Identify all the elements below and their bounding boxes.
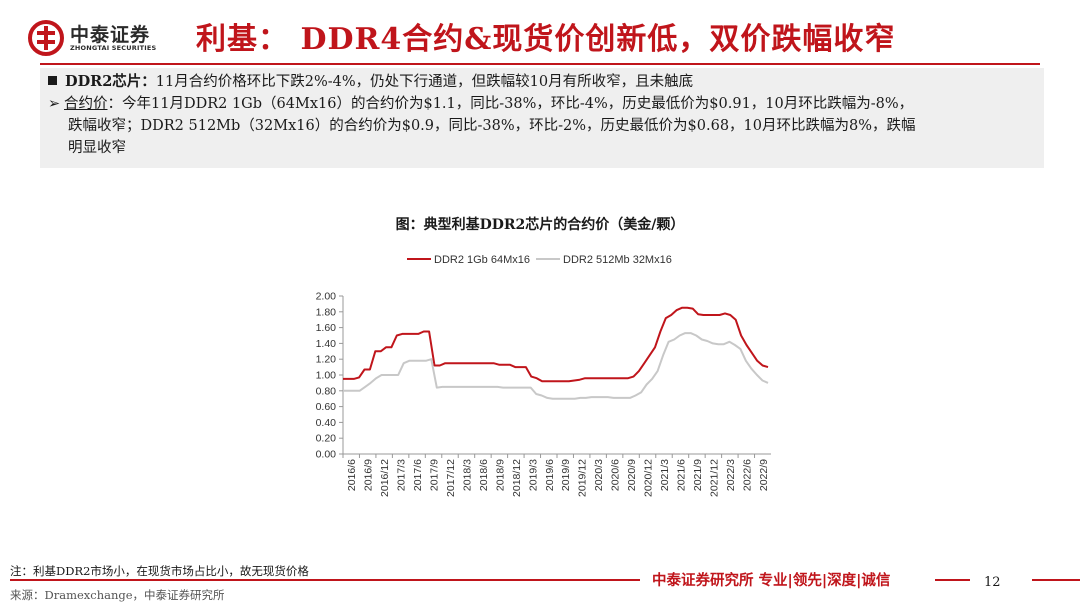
page-number: 12 — [984, 575, 1001, 590]
x-tick-label: 2016/12 — [379, 459, 391, 497]
legend-label-1: DDR2 1Gb 64Mx16 — [434, 254, 530, 266]
summary-box: DDR2芯片：11月合约价格环比下跌2%-4%，仍处下行通道，但跌幅较10月有所… — [40, 68, 1044, 168]
series-line-2 — [343, 332, 769, 400]
x-tick-label: 2020/9 — [626, 459, 638, 491]
chart-title: 图：典型利基DDR2芯片的合约价（美金/颗） — [395, 217, 685, 233]
summary-colon: ： — [107, 96, 123, 112]
logo-text-cn: 中泰证券 — [70, 24, 151, 46]
legend-label-2: DDR2 512Mb 32Mx16 — [563, 254, 672, 266]
summary-bullet-1-text: 11月合约价格环比下跌2%-4%，仍处下行通道，但跌幅较10月有所收窄，且未触底 — [155, 74, 694, 90]
x-tick-label: 2017/6 — [412, 459, 424, 491]
x-tick-label: 2022/3 — [725, 459, 737, 491]
y-tick-label: 0.20 — [316, 433, 337, 445]
footer-divider-right — [935, 579, 970, 581]
y-tick-label: 0.00 — [316, 449, 337, 461]
x-tick-label: 2021/3 — [659, 459, 671, 491]
x-tick-label: 2019/12 — [577, 459, 589, 497]
logo: 中泰证券 ZHONGTAI SECURITIES — [28, 18, 168, 58]
summary-text-c: 明显收窄 — [68, 140, 126, 156]
x-tick-label: 2016/9 — [363, 459, 375, 491]
footer-divider-far-right — [1032, 579, 1080, 581]
summary-bullet-1-title: DDR2芯片： — [65, 73, 156, 90]
x-tick-label: 2019/3 — [527, 459, 539, 491]
zhongtai-logo-icon — [28, 20, 64, 56]
source-note: 来源：Dramexchange，中泰证券研究所 — [10, 588, 225, 602]
x-tick-label: 2018/9 — [494, 459, 506, 491]
x-tick-label: 2018/6 — [478, 459, 490, 491]
title-divider — [40, 63, 1040, 65]
footnote: 注：利基DDR2市场小，在现货市场占比小，故无现货价格 — [10, 564, 309, 578]
x-tick-label: 2021/6 — [675, 459, 687, 491]
footer-divider-left — [10, 579, 640, 581]
summary-bullet-1: DDR2芯片：11月合约价格环比下跌2%-4%，仍处下行通道，但跌幅较10月有所… — [48, 71, 693, 93]
x-tick-label: 2021/9 — [692, 459, 704, 491]
y-tick-label: 0.60 — [316, 401, 337, 413]
x-tick-label: 2020/12 — [643, 459, 655, 497]
x-tick-label: 2018/3 — [461, 459, 473, 491]
summary-bullet-2: ➢ 合约价：今年11月DDR2 1Gb（64Mx16）的合约价为$1.1，同比-3… — [48, 93, 1038, 159]
x-tick-label: 2018/12 — [511, 459, 523, 497]
page-title: 利基： DDR4合约&现货价创新低，双价跌幅收窄 — [196, 22, 896, 57]
x-tick-label: 2017/3 — [396, 459, 408, 491]
y-tick-label: 0.40 — [316, 417, 337, 429]
logo-text-en: ZHONGTAI SECURITIES — [70, 44, 157, 52]
arrow-bullet-icon: ➢ — [48, 96, 61, 112]
footer-slogan: 中泰证券研究所 专业|领先|深度|诚信 — [652, 573, 891, 589]
x-tick-label: 2022/9 — [758, 459, 770, 491]
x-tick-label: 2019/9 — [560, 459, 572, 491]
y-tick-label: 0.80 — [316, 385, 337, 397]
line-chart: 0.00 0.20 0.40 0.60 0.80 1.00 1.20 1.40 1.60 1.80… — [316, 254, 771, 497]
x-tick-label: 2022/6 — [741, 459, 753, 491]
x-tick-label: 2021/12 — [708, 459, 720, 497]
summary-keyword: 合约价 — [64, 96, 108, 112]
x-tick-label: 2019/6 — [544, 459, 556, 491]
summary-text-b: 跌幅收窄；DDR2 512Mb（32Mx16）的合约价为$0.9，同比-38%，… — [68, 118, 916, 134]
x-tick-label: 2017/9 — [429, 459, 441, 491]
x-tick-label: 2020/6 — [610, 459, 622, 491]
series-line-1 — [343, 306, 769, 383]
y-tick-label: 1.80 — [316, 306, 337, 318]
y-tick-label: 1.60 — [316, 322, 337, 334]
summary-text-a: 今年11月DDR2 1Gb（64Mx16）的合约价为$1.1，同比-38%，环比… — [122, 96, 914, 112]
x-tick-label: 2017/12 — [445, 459, 457, 497]
y-tick-label: 1.40 — [316, 338, 337, 350]
x-tick-label: 2020/3 — [593, 459, 605, 491]
y-tick-label: 1.00 — [316, 370, 337, 382]
y-tick-label: 2.00 — [316, 291, 337, 303]
y-tick-label: 1.20 — [316, 354, 337, 366]
square-bullet-icon — [48, 76, 57, 85]
x-tick-label: 2016/6 — [346, 459, 358, 491]
